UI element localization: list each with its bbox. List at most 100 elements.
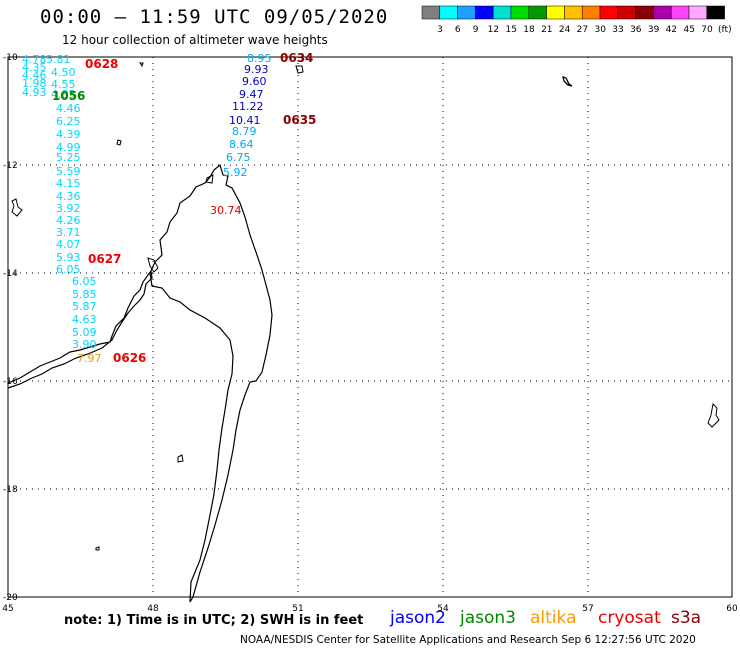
europa-islet	[95, 546, 100, 551]
grande-comore-island	[11, 198, 23, 217]
longitude-label: 45	[2, 604, 13, 614]
legend-swatch	[599, 5, 619, 20]
coastal-inlet	[147, 257, 159, 273]
legend-tick-label: 24	[559, 25, 571, 35]
legend-tick-label: 3	[437, 25, 443, 35]
wave-height-value: 30.74	[210, 204, 242, 217]
wave-height-value: 10.41	[229, 114, 261, 127]
wave-height-value: 5.81	[46, 53, 71, 66]
wave-height-value: 5.93	[56, 251, 81, 264]
pass-time-label: 0634	[280, 51, 313, 65]
longitude-label: 51	[292, 604, 303, 614]
wave-height-value: 4.15	[56, 177, 81, 190]
footer-note: note: 1) Time is in UTC; 2) SWH is in fe…	[64, 613, 364, 628]
wave-height-value: 9.60	[242, 75, 267, 88]
legend-tick-label: 21	[541, 25, 552, 35]
legend-tick-label: 27	[577, 25, 588, 35]
wave-height-value: 4.46	[56, 102, 81, 115]
wave-height-value: 3.92	[56, 202, 81, 215]
legend-swatch	[528, 5, 547, 20]
wave-height-value: 4.99	[56, 141, 81, 154]
wave-height-value: 6.05	[56, 263, 81, 276]
wave-height-value: 6.25	[56, 115, 81, 128]
legend-swatch	[457, 5, 476, 20]
wave-height-value: 5.92	[223, 166, 248, 179]
latitude-label: -18	[3, 485, 18, 495]
longitude-label: 48	[147, 604, 159, 614]
legend-tick-label: 33	[612, 25, 623, 35]
map-subtitle: 12 hour collection of altimeter wave hei…	[62, 33, 328, 47]
wave-height-value: 4.46	[22, 69, 47, 82]
map-title: 00:00 – 11:59 UTC 09/05/2020	[40, 6, 389, 28]
wave-height-value: 5.87	[72, 300, 97, 313]
bassas-islet	[139, 62, 144, 68]
wave-height-value: 8.79	[232, 125, 257, 138]
legend-swatch	[421, 5, 441, 20]
legend-tick-label: 12	[488, 25, 499, 35]
wave-height-value: 5.25	[56, 151, 81, 164]
latitude-label: -20	[3, 593, 18, 603]
reunion-mauritius-islands	[707, 402, 720, 428]
pass-time-label: 0635	[283, 113, 316, 127]
legend-tick-labels: 3 6 9 12 15 18 21 24 27 30 33 36 39 42 45 70 (ft)	[437, 25, 731, 35]
legend-tick-label: 39	[648, 25, 660, 35]
legend-swatch	[492, 5, 512, 20]
longitude-label: 60	[726, 604, 738, 614]
mayotte-island	[116, 139, 122, 146]
wave-height-value: 9.93	[244, 63, 269, 76]
legend-swatch	[439, 5, 458, 20]
legend-tick-label: 15	[505, 25, 516, 35]
legend-swatch	[617, 5, 636, 20]
legend-swatch	[688, 5, 708, 20]
juan-de-nova-island	[177, 454, 184, 463]
pass-time-label: 0627	[88, 252, 121, 266]
satellite-legend-entry: jason2	[390, 608, 446, 628]
legend-swatch	[635, 5, 654, 20]
nosy-be-island	[205, 174, 214, 184]
footer-credit: NOAA/NESDIS Center for Satellite Applica…	[240, 634, 696, 646]
wave-height-value: 4.55	[51, 78, 76, 91]
legend-swatch	[546, 5, 565, 20]
legend-color-bar	[421, 5, 725, 20]
wave-height-value: 5.85	[72, 288, 97, 301]
satellite-legend-entry: s3a	[671, 608, 702, 628]
satellite-track-labels: 4.78 5.814.35 4.50 4.46 4.55 1.98 4.85 4.93 4.46…	[22, 51, 316, 365]
legend-swatch	[581, 5, 601, 20]
legend-swatch	[475, 5, 494, 20]
legend-swatch	[670, 5, 690, 20]
latitude-label: -10	[3, 53, 18, 63]
latitude-label: -16	[3, 377, 18, 387]
wave-height-value: 4.35	[22, 61, 47, 74]
legend-swatch	[706, 5, 725, 20]
pass-time-label: 0628	[85, 57, 118, 71]
pass-time-label: 1056	[52, 89, 85, 103]
legend-tick-label: 36	[630, 25, 642, 35]
legend-tick-label: (ft)	[718, 25, 732, 35]
wave-height-value: 8.64	[229, 138, 254, 151]
wave-height-value: 3.90	[72, 338, 97, 351]
africa-coastline	[7, 269, 153, 389]
legend-swatch	[653, 5, 672, 20]
legend-tick-label: 9	[473, 25, 479, 35]
wave-height-value: 6.05	[72, 275, 97, 288]
wave-height-value: 11.22	[232, 100, 264, 113]
wave-height-value: 5.09	[72, 326, 97, 339]
grid-lines	[8, 57, 732, 597]
longitude-label: 54	[437, 604, 449, 614]
latitude-label: -14	[3, 269, 18, 279]
wave-height-value: 4.93	[22, 86, 47, 99]
legend-tick-label: 30	[594, 25, 606, 35]
pass-time-label: 0626	[113, 351, 146, 365]
legend-tick-label: 45	[683, 25, 694, 35]
legend-tick-label: 42	[666, 25, 677, 35]
satellite-legend-entry: altika	[530, 608, 577, 628]
legend-swatch	[510, 5, 530, 20]
wave-height-value: 4.26	[56, 214, 81, 227]
legend-tick-label: 18	[523, 25, 535, 35]
wave-height-value: 8.95	[247, 52, 272, 65]
agalega-island	[562, 76, 573, 87]
wave-height-value: 4.39	[56, 128, 81, 141]
wave-height-value: 4.36	[56, 190, 81, 203]
wave-height-value: 3.71	[56, 226, 81, 239]
